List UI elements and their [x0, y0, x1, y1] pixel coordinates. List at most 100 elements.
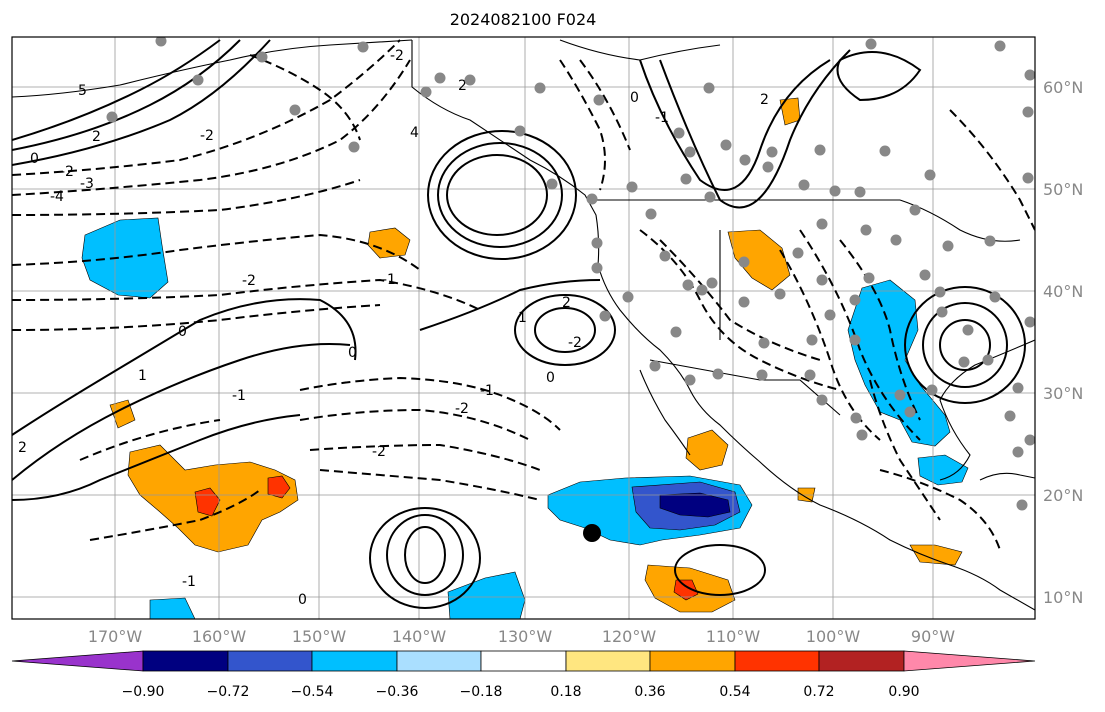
contour-label: 2 [458, 78, 467, 94]
contour-label: 2 [562, 295, 571, 311]
colorbar-tick: −0.18 [460, 684, 503, 700]
colorbar-tick: 0.72 [803, 684, 834, 700]
blue-region-gulf [917, 454, 969, 486]
lon-label: 120°W [602, 627, 657, 646]
station-dots [106, 37, 1035, 511]
colorbar-segment [142, 650, 229, 672]
contour-label: -2 [60, 164, 74, 180]
colorbar-tick: 0.18 [550, 684, 581, 700]
colorbar-segment [227, 650, 313, 672]
contour-center-south-3 [369, 507, 481, 609]
contour-center-eastus-3 [904, 286, 1026, 404]
contour-label: -1 [182, 574, 196, 590]
colorbar-tick: 0.54 [719, 684, 750, 700]
contour-center-ca-2 [514, 294, 616, 366]
contour-label: -2 [390, 48, 404, 64]
contour-label: -2 [242, 273, 256, 289]
lon-label: 100°W [806, 627, 861, 646]
contour-lines-dashed [12, 39, 1035, 551]
colorbar-ticks: −0.90 −0.72 −0.54 −0.36 −0.18 0.18 0.36 … [122, 684, 920, 700]
contour-label: 0 [348, 345, 357, 361]
contour-label: -2 [372, 444, 386, 460]
contour-center-eastus [939, 319, 991, 371]
colorbar-tick: −0.90 [122, 684, 165, 700]
colorbar-tick: 0.36 [634, 684, 665, 700]
colorbar-extend-low [11, 650, 144, 672]
contour-label: 0 [546, 370, 555, 386]
lat-label: 40°N [1043, 282, 1083, 301]
contour-label: 0 [30, 151, 39, 167]
contour-label: -2 [568, 335, 582, 351]
map-area: 5 2 0 -2 -3 -4 -2 4 -2 2 0 -1 2 -2 -1 2 … [12, 37, 1035, 619]
colorbar-segment [649, 650, 736, 672]
contour-low-center-2 [437, 142, 563, 248]
lon-label: 170°W [88, 627, 143, 646]
colorbar-extend-high [903, 650, 1036, 672]
contour-label: 0 [298, 592, 307, 608]
orange-region-baja [367, 227, 411, 259]
contour-label: 2 [760, 92, 769, 108]
lat-label: 20°N [1043, 486, 1083, 505]
colorbar-tick: −0.54 [291, 684, 334, 700]
contour-labels: 5 2 0 -2 -3 -4 -2 4 -2 2 0 -1 2 -2 -1 2 … [18, 48, 769, 608]
orange-small-2 [909, 544, 963, 566]
lon-labels: 170°W 160°W 150°W 140°W 130°W 120°W 110°… [88, 627, 955, 646]
lat-label: 60°N [1043, 78, 1083, 97]
lat-label: 30°N [1043, 384, 1083, 403]
orange-region-mexico [685, 429, 729, 471]
contour-label: -1 [232, 388, 246, 404]
colorbar-segment [565, 650, 651, 672]
contour-label: 2 [92, 129, 101, 145]
lon-label: 110°W [706, 627, 761, 646]
blue-region-texas [847, 279, 951, 447]
colorbar-segment [734, 650, 820, 672]
colorbar-segment [311, 650, 398, 672]
lon-label: 90°W [911, 627, 955, 646]
darkblue-region [659, 492, 731, 518]
red-spot-2 [267, 475, 291, 499]
lon-label: 160°W [192, 627, 247, 646]
lat-label: 50°N [1043, 180, 1083, 199]
contour-label: -4 [50, 189, 64, 205]
contour-label: 2 [18, 440, 27, 456]
colorbar-segment [818, 650, 905, 672]
contour-lines [12, 39, 1026, 609]
lon-label: 130°W [498, 627, 553, 646]
contour-label: 0 [630, 90, 639, 106]
lat-label: 10°N [1043, 588, 1083, 607]
shaded-regions [81, 97, 969, 619]
colorbar [11, 650, 1036, 672]
contour-label: -3 [80, 176, 94, 192]
contour-label: 1 [138, 368, 147, 384]
coastlines [12, 39, 1035, 611]
colorbar-tick: −0.72 [207, 684, 250, 700]
contour-center-eastus-2 [922, 302, 1008, 388]
contour-center-mexico [674, 544, 766, 596]
station-marker [583, 524, 601, 542]
contour-label: 0 [178, 324, 187, 340]
contour-center-south [404, 526, 446, 584]
contour-label: 4 [410, 125, 419, 141]
map-title: 2024082100 F024 [449, 10, 597, 29]
contour-label: 5 [78, 83, 87, 99]
contour-label: 1 [518, 310, 527, 326]
contour-label: -2 [455, 401, 469, 417]
contour-label: -1 [382, 272, 396, 288]
contour-low-center-3 [427, 130, 577, 260]
contour-center-south-2 [386, 514, 464, 596]
colorbar-segment [396, 650, 482, 672]
orange-region-plains [727, 229, 791, 291]
contour-low-center-1 [446, 154, 548, 236]
contour-label: -2 [200, 128, 214, 144]
lon-label: 140°W [392, 627, 447, 646]
map-frame [11, 36, 1036, 620]
contour-label: -1 [480, 383, 494, 399]
colorbar-tick: −0.36 [376, 684, 419, 700]
colorbar-tick: 0.90 [888, 684, 919, 700]
lat-labels: 60°N 50°N 40°N 30°N 20°N 10°N [1043, 78, 1083, 607]
colorbar-segment [480, 650, 567, 672]
lon-label: 150°W [292, 627, 347, 646]
contour-label: -1 [655, 110, 669, 126]
contour-center-ca [534, 307, 596, 353]
